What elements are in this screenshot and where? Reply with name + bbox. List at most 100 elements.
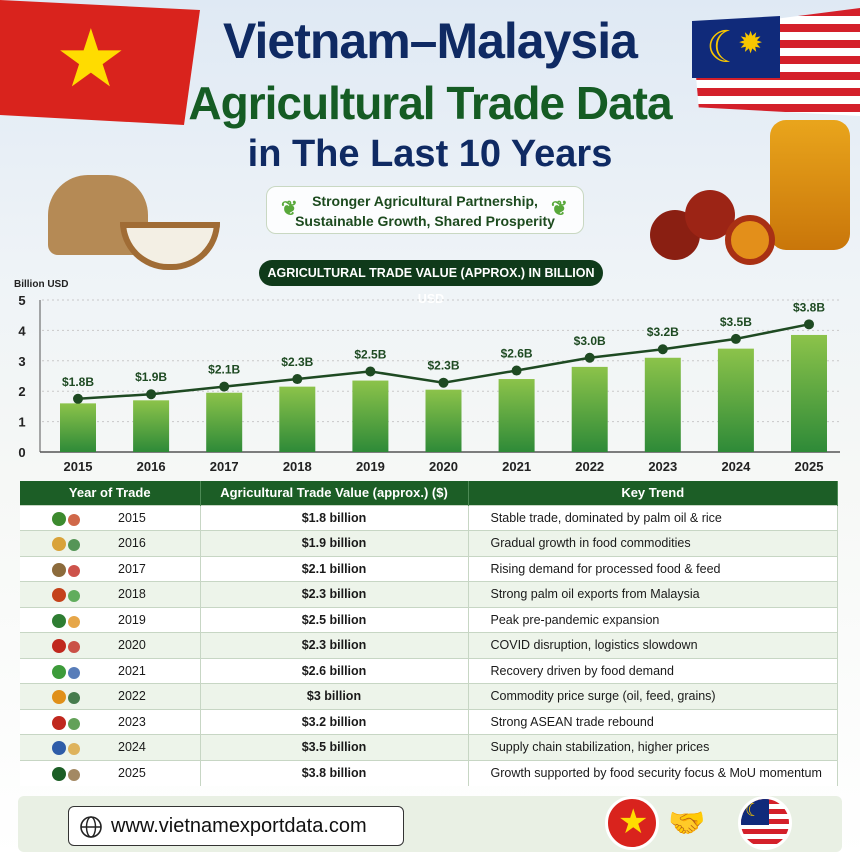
data-label: $3.2B	[647, 325, 679, 339]
handshake-icon	[44, 766, 88, 782]
y-tick-label: 5	[18, 293, 25, 308]
line-point	[584, 352, 595, 363]
table-row: 2017 $2.1 billion Rising demand for proces…	[20, 555, 838, 582]
value-cell: $3.8 billion	[200, 759, 469, 786]
data-label: $1.8B	[62, 375, 94, 389]
table-row: 2016 $1.9 billion Gradual growth in food c…	[20, 530, 838, 556]
ship-shield-icon	[44, 740, 88, 756]
table-row: 2020 $2.3 billion COVID disruption, logist…	[20, 632, 838, 658]
bar-2019	[352, 380, 389, 452]
table-row: 2018 $2.3 billion Strong palm oil exports …	[20, 581, 838, 607]
sprout-icon: ❦	[281, 198, 298, 220]
bar-2022	[571, 366, 608, 452]
tagline-line-2: Sustainable Growth, Shared Prosperity	[295, 213, 555, 229]
growth-chart-icon	[44, 613, 88, 629]
year-cell: 2024	[118, 740, 146, 755]
trend-cell: Stable trade, dominated by palm oil & ri…	[468, 504, 838, 531]
table-row: 2024 $3.5 billion Supply chain stabilizati…	[20, 734, 838, 760]
table-row: 2015 $1.8 billion Stable trade, dominated …	[20, 504, 838, 531]
x-tick-label: 2016	[137, 459, 166, 474]
bar-2021	[498, 379, 535, 452]
x-tick-label: 2024	[721, 459, 751, 474]
year-cell: 2016	[118, 536, 146, 551]
value-cell: $1.9 billion	[200, 530, 469, 556]
line-point	[438, 377, 449, 388]
website-link[interactable]: www.vietnamexportdata.com	[68, 806, 404, 846]
tagline-box: ❦ Stronger Agricultural Partnership, Sus…	[266, 186, 584, 234]
x-tick-label: 2025	[795, 459, 824, 474]
x-tick-label: 2022	[575, 459, 604, 474]
trade-chart: 0 1 2 3 4 5 2015 2016 2017 2018 2019 2020 2021 2022 20…	[18, 293, 840, 474]
value-cell: $2.3 billion	[200, 632, 469, 658]
palm-fruit-icon	[44, 587, 88, 603]
value-cell: $3.5 billion	[200, 734, 469, 760]
chart-title: AGRICULTURAL TRADE VALUE (APPROX.) IN BI…	[259, 260, 603, 306]
rice-bowl-image	[120, 222, 220, 270]
title-line-3: in The Last 10 Years	[247, 133, 613, 175]
x-tick-label: 2018	[283, 459, 312, 474]
value-cell: $3.2 billion	[200, 708, 469, 735]
trend-cell: Recovery driven by food demand	[468, 657, 838, 684]
line-point	[804, 319, 814, 330]
palm-fruit-image	[650, 190, 780, 270]
line-point	[730, 333, 741, 344]
handshake-icon: 🤝	[668, 807, 706, 840]
bar-2020	[425, 389, 462, 452]
trend-cell: Supply chain stabilization, higher price…	[468, 734, 838, 760]
oil-drop-grain-icon	[44, 689, 88, 705]
x-tick-label: 2019	[356, 459, 385, 474]
value-cell: $2.5 billion	[200, 606, 469, 633]
data-label: $2.3B	[281, 355, 313, 369]
data-label: $2.3B	[427, 359, 459, 373]
trend-cell: Commodity price surge (oil, feed, grains…	[468, 683, 838, 709]
tagline-line-1: Stronger Agricultural Partnership,	[312, 193, 538, 209]
line-point	[292, 374, 303, 385]
bar-2016	[133, 400, 170, 452]
malaysia-flag-badge: ☾	[738, 796, 792, 850]
x-tick-label: 2017	[210, 459, 239, 474]
table-row: 2025 $3.8 billion Growth supported by food…	[20, 759, 838, 786]
y-tick-label: 1	[18, 415, 25, 430]
data-label: $2.6B	[501, 347, 533, 361]
trade-table: Year of Trade Agricultural Trade Value (…	[20, 481, 838, 786]
sprout-icon	[44, 664, 88, 680]
y-tick-label: 3	[18, 354, 25, 369]
line-point	[365, 366, 376, 377]
header-value: Agricultural Trade Value (approx.) ($)	[200, 481, 469, 505]
year-cell: 2018	[118, 587, 146, 602]
bar-2023	[644, 357, 681, 452]
sprout-icon: ❦	[551, 198, 568, 220]
value-cell: $2.3 billion	[200, 581, 469, 607]
line-point	[73, 393, 83, 404]
virus-ship-icon	[44, 638, 88, 654]
year-cell: 2015	[118, 510, 146, 525]
bar-2025	[791, 334, 827, 452]
table-row: 2022 $3 billion Commodity price surge (oil…	[20, 683, 838, 709]
year-cell: 2017	[118, 561, 146, 576]
bar-2015	[60, 403, 96, 452]
trend-cell: Rising demand for processed food & feed	[468, 555, 838, 582]
line-point	[511, 365, 522, 376]
year-cell: 2022	[118, 689, 146, 704]
y-axis-label: Billion USD	[14, 279, 69, 290]
table-row: 2021 $2.6 billion Recovery driven by food …	[20, 657, 838, 684]
value-cell: $2.1 billion	[200, 555, 469, 582]
asean-icon	[44, 715, 88, 731]
y-tick-label: 2	[18, 384, 25, 399]
vietnam-flag-badge: ★	[605, 796, 659, 850]
y-tick-label: 4	[18, 323, 26, 338]
bar-2018	[279, 386, 316, 452]
year-cell: 2020	[118, 638, 146, 653]
data-label: $2.1B	[208, 363, 240, 377]
trend-cell: Strong palm oil exports from Malaysia	[468, 581, 838, 607]
vietnam-flag: ★	[0, 0, 200, 125]
year-cell: 2025	[118, 766, 146, 780]
value-cell: $1.8 billion	[200, 504, 469, 531]
trend-cell: Gradual growth in food commodities	[468, 530, 838, 556]
year-cell: 2023	[118, 714, 146, 729]
y-tick-label: 0	[18, 445, 25, 460]
year-cell: 2019	[118, 612, 146, 627]
globe-icon	[80, 816, 102, 838]
value-cell: $3 billion	[200, 683, 469, 709]
x-tick-label: 2015	[64, 459, 93, 474]
